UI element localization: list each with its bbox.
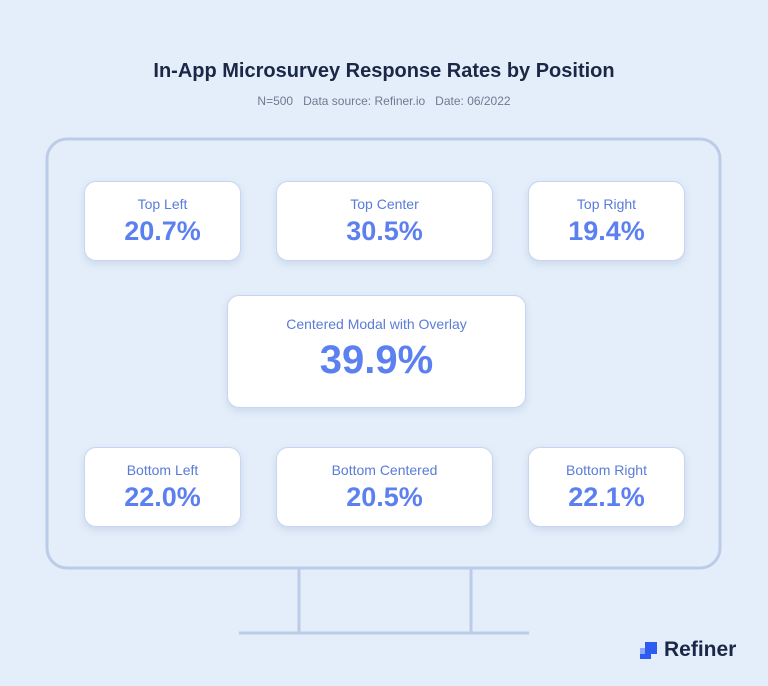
response-rate: 20.5% bbox=[346, 482, 423, 512]
monitor-screen bbox=[45, 137, 722, 570]
response-rate: 19.4% bbox=[568, 216, 645, 246]
response-rate: 22.1% bbox=[568, 482, 645, 512]
response-rate: 22.0% bbox=[124, 482, 201, 512]
position-card: Bottom Left 22.0% bbox=[84, 447, 241, 527]
position-label: Top Center bbox=[350, 196, 419, 212]
subtitle: N=500 Data source: Refiner.io Date: 06/2… bbox=[0, 94, 768, 108]
brand: Refiner bbox=[640, 638, 736, 662]
title: In-App Microsurvey Response Rates by Pos… bbox=[153, 60, 615, 82]
position-label: Top Right bbox=[576, 196, 637, 212]
sample-size: N=500 bbox=[257, 94, 294, 108]
response-rate: 20.7% bbox=[124, 216, 201, 246]
position-label: Bottom Centered bbox=[331, 462, 438, 478]
position-label: Bottom Right bbox=[566, 462, 647, 478]
position-card: Centered Modal with Overlay 39.9% bbox=[227, 295, 526, 408]
response-rate: 30.5% bbox=[346, 216, 423, 246]
position-card: Top Center 30.5% bbox=[276, 181, 493, 261]
brand-icon bbox=[640, 641, 657, 659]
position-card: Top Right 19.4% bbox=[528, 181, 685, 261]
position-card: Bottom Right 22.1% bbox=[528, 447, 685, 527]
position-card: Top Left 20.7% bbox=[84, 181, 241, 261]
position-label: Centered Modal with Overlay bbox=[286, 316, 467, 332]
position-label: Bottom Left bbox=[126, 462, 199, 478]
data-source: Data source: Refiner.io bbox=[303, 94, 426, 108]
position-label: Top Left bbox=[137, 196, 188, 212]
position-card: Bottom Centered 20.5% bbox=[276, 447, 493, 527]
response-rate: 39.9% bbox=[319, 338, 434, 382]
brand-name: Refiner bbox=[664, 638, 737, 661]
date: Date: 06/2022 bbox=[435, 94, 511, 108]
